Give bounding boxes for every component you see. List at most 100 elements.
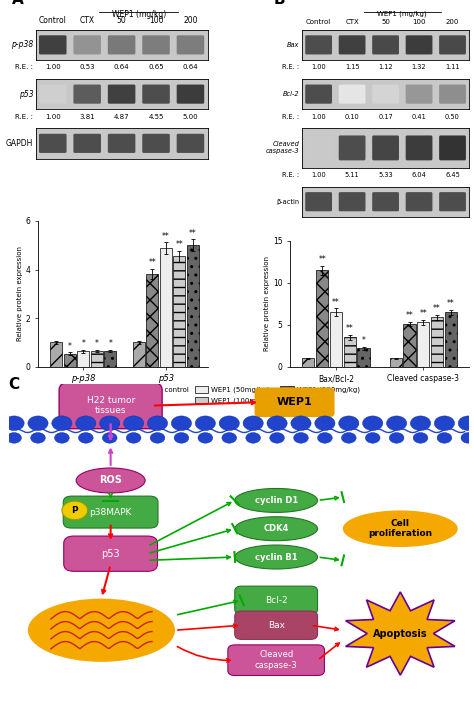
Text: **: **: [346, 324, 354, 334]
Circle shape: [270, 432, 284, 443]
Circle shape: [150, 432, 165, 443]
Text: WEP1: WEP1: [277, 397, 312, 408]
FancyBboxPatch shape: [228, 645, 324, 675]
Text: **: **: [175, 240, 183, 249]
Text: 1.11: 1.11: [445, 64, 460, 70]
Circle shape: [341, 432, 356, 443]
FancyBboxPatch shape: [305, 192, 332, 211]
Text: 200: 200: [183, 17, 198, 25]
FancyBboxPatch shape: [108, 35, 136, 54]
FancyBboxPatch shape: [142, 35, 170, 54]
Text: B: B: [273, 0, 285, 7]
FancyBboxPatch shape: [372, 85, 399, 104]
Bar: [77, 351, 89, 366]
Circle shape: [461, 432, 474, 443]
Ellipse shape: [343, 510, 458, 547]
Bar: [173, 256, 185, 366]
Text: Apoptosis: Apoptosis: [373, 628, 428, 639]
Text: 0.64: 0.64: [114, 64, 129, 70]
Text: 100: 100: [412, 20, 426, 25]
Text: R.E. :: R.E. :: [283, 64, 300, 70]
Polygon shape: [346, 592, 455, 675]
Bar: [330, 312, 342, 366]
FancyBboxPatch shape: [406, 135, 432, 160]
Text: 6.45: 6.45: [445, 172, 460, 178]
FancyBboxPatch shape: [108, 134, 136, 153]
Circle shape: [126, 432, 141, 443]
FancyBboxPatch shape: [406, 192, 432, 211]
Text: 1.00: 1.00: [311, 114, 326, 119]
Text: Cell
proliferation: Cell proliferation: [368, 519, 432, 539]
Text: p53: p53: [18, 90, 33, 98]
Text: 1.12: 1.12: [378, 64, 393, 70]
FancyBboxPatch shape: [142, 134, 170, 153]
Bar: [50, 342, 62, 366]
Text: P: P: [72, 506, 78, 515]
Circle shape: [386, 416, 407, 431]
Circle shape: [315, 416, 335, 431]
Text: CTX: CTX: [345, 20, 359, 25]
FancyBboxPatch shape: [177, 35, 204, 54]
Text: *: *: [109, 340, 112, 348]
Text: 4.55: 4.55: [148, 114, 164, 119]
Bar: [390, 358, 402, 366]
Circle shape: [31, 432, 46, 443]
Circle shape: [7, 432, 21, 443]
Circle shape: [52, 416, 72, 431]
FancyBboxPatch shape: [142, 85, 170, 104]
Bar: [91, 351, 103, 366]
FancyBboxPatch shape: [406, 85, 432, 104]
Text: Bax: Bax: [268, 620, 285, 630]
Circle shape: [437, 432, 452, 443]
Text: **: **: [406, 311, 413, 320]
Text: Cleaved
caspase-3: Cleaved caspase-3: [255, 650, 298, 670]
Text: Control: Control: [306, 20, 331, 25]
Bar: [187, 245, 199, 366]
Circle shape: [171, 416, 191, 431]
Text: R.E. :: R.E. :: [15, 64, 33, 70]
Bar: [146, 274, 158, 366]
Text: C: C: [9, 377, 20, 392]
Bar: [357, 348, 370, 366]
Circle shape: [458, 416, 474, 431]
Bar: [133, 342, 145, 366]
Text: cyclin B1: cyclin B1: [255, 552, 298, 562]
Circle shape: [291, 416, 311, 431]
Text: **: **: [419, 309, 427, 319]
Ellipse shape: [76, 468, 145, 493]
Legend: Negative control, CTX, WEP1 (50mg/kg), WEP1 (100mg/kg), WEP1 (200mg/kg): Negative control, CTX, WEP1 (50mg/kg), W…: [114, 386, 360, 404]
Bar: [445, 312, 457, 366]
Bar: [403, 324, 416, 366]
Circle shape: [318, 432, 332, 443]
Circle shape: [62, 501, 88, 520]
Text: WEP1 (mg/kg): WEP1 (mg/kg): [112, 10, 166, 20]
Text: H22 tumor
tissues: H22 tumor tissues: [87, 396, 135, 416]
Text: 200: 200: [446, 20, 459, 25]
Text: A: A: [12, 0, 24, 7]
FancyBboxPatch shape: [372, 135, 399, 160]
Text: CDK4: CDK4: [264, 524, 289, 534]
FancyBboxPatch shape: [63, 496, 158, 528]
Text: **: **: [332, 298, 340, 307]
Text: ROS: ROS: [99, 476, 122, 486]
Circle shape: [246, 432, 261, 443]
Circle shape: [174, 432, 189, 443]
Circle shape: [222, 432, 237, 443]
Circle shape: [102, 432, 117, 443]
FancyBboxPatch shape: [439, 85, 466, 104]
Text: 0.65: 0.65: [148, 64, 164, 70]
FancyBboxPatch shape: [305, 135, 332, 160]
Text: 50: 50: [381, 20, 390, 25]
Text: **: **: [162, 232, 170, 241]
Circle shape: [195, 416, 216, 431]
Circle shape: [76, 416, 96, 431]
Text: 50: 50: [117, 17, 127, 25]
FancyBboxPatch shape: [39, 85, 66, 104]
FancyBboxPatch shape: [339, 35, 365, 54]
Text: 1.00: 1.00: [311, 172, 326, 178]
Text: 0.10: 0.10: [345, 114, 359, 119]
FancyBboxPatch shape: [339, 192, 365, 211]
FancyBboxPatch shape: [372, 35, 399, 54]
Text: 1.00: 1.00: [45, 114, 61, 119]
Text: 5.11: 5.11: [345, 172, 359, 178]
